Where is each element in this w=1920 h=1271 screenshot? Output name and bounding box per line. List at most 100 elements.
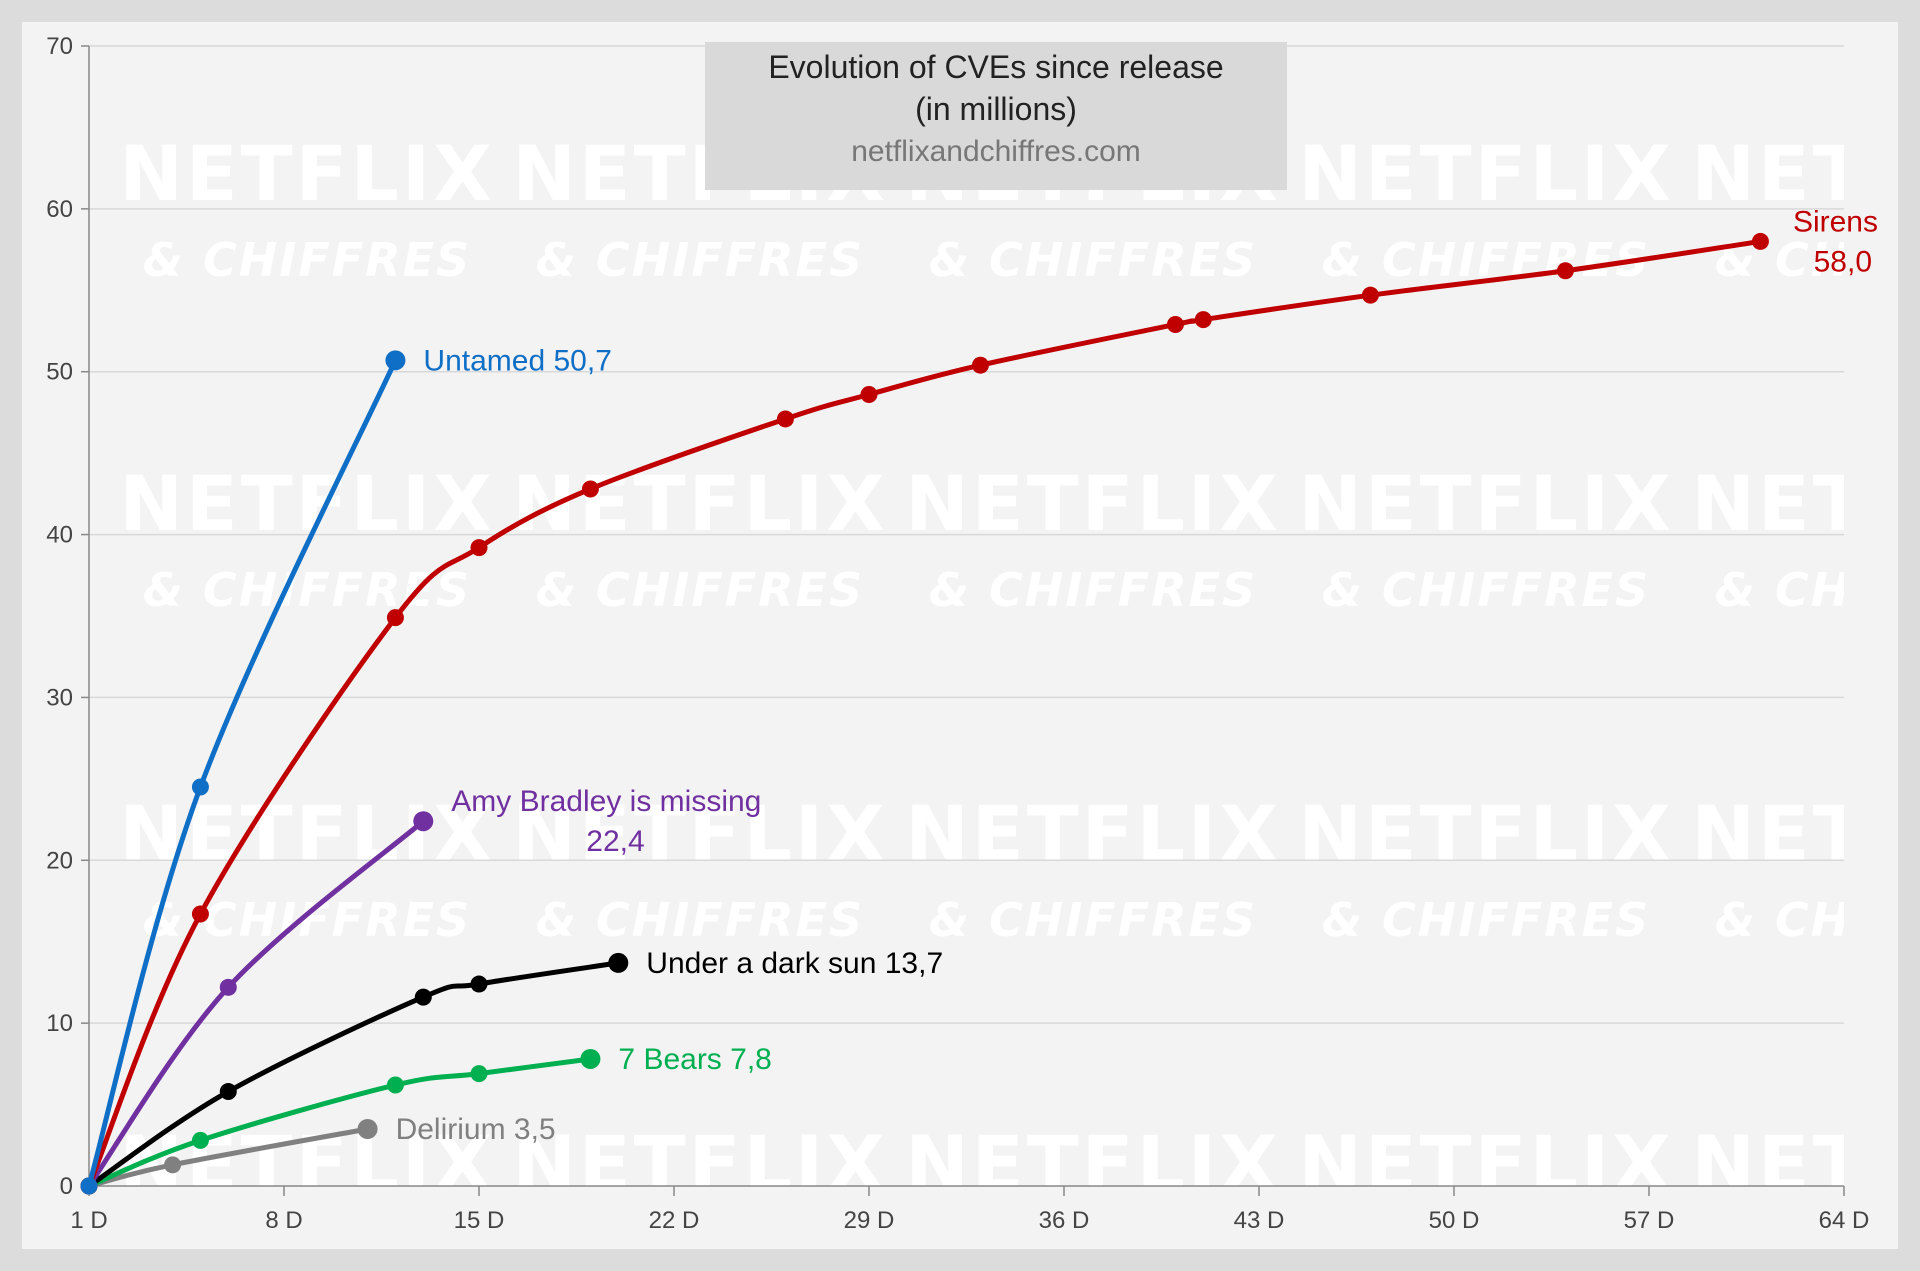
x-tick-label-36: 36 D — [1039, 1207, 1090, 1234]
watermark-chiffres-3-1: & CHIFFRES — [536, 1223, 864, 1249]
chart-subtitle: (in millions) — [915, 91, 1077, 127]
title-box: Evolution of CVEs since release (in mill… — [705, 42, 1287, 190]
grid-layer — [89, 45, 1844, 1024]
watermark-netflix-3-3: NETFLIX — [1298, 1119, 1674, 1208]
watermark-chiffres-1-4: & CHIFFRES — [1715, 563, 1898, 617]
point-sirens-6 — [860, 386, 878, 404]
watermark-chiffres-3-4: & CHIFFRES — [1715, 1223, 1898, 1249]
watermark-netflix-2-4: NETFLIX — [1691, 789, 1898, 878]
watermark-netflix-3-2: NETFLIX — [905, 1119, 1281, 1208]
x-tick-label-22: 22 D — [649, 1207, 700, 1234]
label-7-bears: 7 Bears 7,8 — [618, 1043, 771, 1076]
point-under-a-dark-sun-4 — [608, 952, 629, 973]
watermark-chiffres-1-2: & CHIFFRES — [929, 563, 1257, 617]
x-tick-label-1: 1 D — [70, 1207, 107, 1234]
watermark-chiffres-3-3: & CHIFFRES — [1322, 1223, 1650, 1249]
watermark-chiffres-2-2: & CHIFFRES — [929, 893, 1257, 947]
series-line-7-bears — [86, 1056, 593, 1189]
label-sirens-name: Sirens — [1793, 205, 1878, 238]
point-sirens-11 — [1556, 262, 1574, 280]
watermark-chiffres-2-3: & CHIFFRES — [1322, 893, 1650, 947]
watermark-chiffres-3-2: & CHIFFRES — [929, 1223, 1257, 1249]
watermark-chiffres-1-1: & CHIFFRES — [536, 563, 864, 617]
y-tick-label-10: 10 — [46, 1010, 73, 1037]
watermark-chiffres-2-1: & CHIFFRES — [536, 893, 864, 947]
point-7-bears-1 — [191, 1131, 209, 1149]
watermark-netflix-1-3: NETFLIX — [1298, 459, 1674, 548]
watermark-chiffres-3-0: & CHIFFRES — [143, 1223, 471, 1249]
watermark-netflix-1-4: NETFLIX — [1691, 459, 1898, 548]
watermark-netflix-2-3: NETFLIX — [1298, 789, 1674, 878]
y-tick-label-20: 20 — [46, 847, 73, 874]
x-tick-label-15: 15 D — [454, 1207, 505, 1234]
watermark-chiffres-1-0: & CHIFFRES — [143, 563, 471, 617]
watermark-chiffres-0-1: & CHIFFRES — [536, 233, 864, 287]
x-tick-label-50: 50 D — [1429, 1207, 1480, 1234]
watermark-netflix-1-1: NETFLIX — [512, 459, 888, 548]
point-sirens-4 — [581, 480, 599, 498]
watermark-netflix-0-0: NETFLIX — [119, 129, 495, 218]
watermark-chiffres-0-2: & CHIFFRES — [929, 233, 1257, 287]
point-sirens-1 — [191, 905, 209, 923]
point-7-bears-3 — [470, 1065, 488, 1083]
watermark-chiffres-0-4: & CHIFFRES — [1715, 233, 1898, 287]
watermark-netflix-0-4: NETFLIX — [1691, 129, 1898, 218]
label-layer: Delirium 3,5 7 Bears 7,8 Under a dark sun … — [396, 205, 1878, 1146]
x-tick-label-8: 8 D — [265, 1207, 302, 1234]
watermark-layer: NETFLIX & CHIFFRES NETFLIX & CHIFFRES NETFLI… — [119, 129, 1898, 1249]
watermark-netflix-3-4: NETFLIX — [1691, 1119, 1898, 1208]
watermark-chiffres-2-0: & CHIFFRES — [143, 893, 471, 947]
label-delirium: Delirium 3,5 — [396, 1113, 556, 1146]
x-tick-label-29: 29 D — [844, 1207, 895, 1234]
watermark-chiffres-1-3: & CHIFFRES — [1322, 563, 1650, 617]
point-sirens-8 — [1166, 315, 1184, 333]
label-amy-bradley-is-missing-name: Amy Bradley is missing — [451, 785, 761, 818]
series-line-under-a-dark-sun — [86, 960, 621, 1189]
chart-source: netflixandchiffres.com — [851, 135, 1141, 168]
point-sirens-12 — [1751, 232, 1769, 250]
point-under-a-dark-sun-3 — [470, 975, 488, 993]
series-layer — [80, 232, 1769, 1195]
x-tick-label-43: 43 D — [1234, 1207, 1285, 1234]
point-sirens-2 — [386, 609, 404, 627]
y-tick-label-70: 70 — [46, 33, 73, 60]
label-under-a-dark-sun: Under a dark sun 13,7 — [646, 947, 943, 980]
point-delirium-2 — [357, 1119, 378, 1139]
line-chart: NETFLIX & CHIFFRES NETFLIX & CHIFFRES NETFLI… — [46, 33, 1898, 1249]
axis-layer: 0 10 20 30 40 50 60 70 1 D 8 D 15 D 22 D 29 D 36 D 43 … — [46, 33, 1869, 1234]
watermark-netflix-2-0: NETFLIX — [119, 789, 495, 878]
y-tick-label-0: 0 — [60, 1173, 73, 1200]
label-sirens-value: 58,0 — [1814, 245, 1872, 278]
point-under-a-dark-sun-1 — [219, 1083, 237, 1101]
point-delirium-1 — [164, 1156, 182, 1174]
watermark-chiffres-2-4: & CHIFFRES — [1715, 893, 1898, 947]
watermark-netflix-3-0: NETFLIX — [119, 1119, 495, 1208]
point-amy-bradley-is-missing-1 — [219, 978, 237, 996]
watermark-chiffres-0-0: & CHIFFRES — [143, 233, 471, 287]
x-tick-label-64: 64 D — [1819, 1207, 1870, 1234]
series-line-delirium — [86, 1126, 371, 1189]
watermark-netflix-3-1: NETFLIX — [512, 1119, 888, 1208]
point-7-bears-2 — [386, 1076, 404, 1094]
y-tick-label-30: 30 — [46, 684, 73, 711]
y-tick-label-60: 60 — [46, 196, 73, 223]
point-sirens-7 — [971, 356, 989, 374]
point-sirens-5 — [776, 410, 794, 428]
watermark-netflix-0-3: NETFLIX — [1298, 129, 1674, 218]
point-sirens-10 — [1361, 286, 1379, 304]
label-untamed: Untamed 50,7 — [423, 344, 611, 377]
series-line-sirens — [86, 238, 1763, 1189]
chart-title: Evolution of CVEs since release — [768, 49, 1224, 85]
point-under-a-dark-sun-2 — [414, 988, 432, 1006]
y-tick-label-40: 40 — [46, 522, 73, 549]
point-untamed-1 — [191, 778, 209, 796]
y-tick-label-50: 50 — [46, 359, 73, 386]
point-sirens-9 — [1194, 311, 1212, 329]
chart-frame: NETFLIX & CHIFFRES NETFLIX & CHIFFRES NETFLI… — [22, 22, 1898, 1249]
label-amy-bradley-is-missing-value: 22,4 — [586, 825, 644, 858]
point-7-bears-4 — [580, 1048, 601, 1069]
watermark-netflix-1-0: NETFLIX — [119, 459, 495, 548]
point-amy-bradley-is-missing-2 — [413, 811, 434, 832]
watermark-netflix-1-2: NETFLIX — [905, 459, 1281, 548]
point-sirens-3 — [470, 539, 488, 557]
